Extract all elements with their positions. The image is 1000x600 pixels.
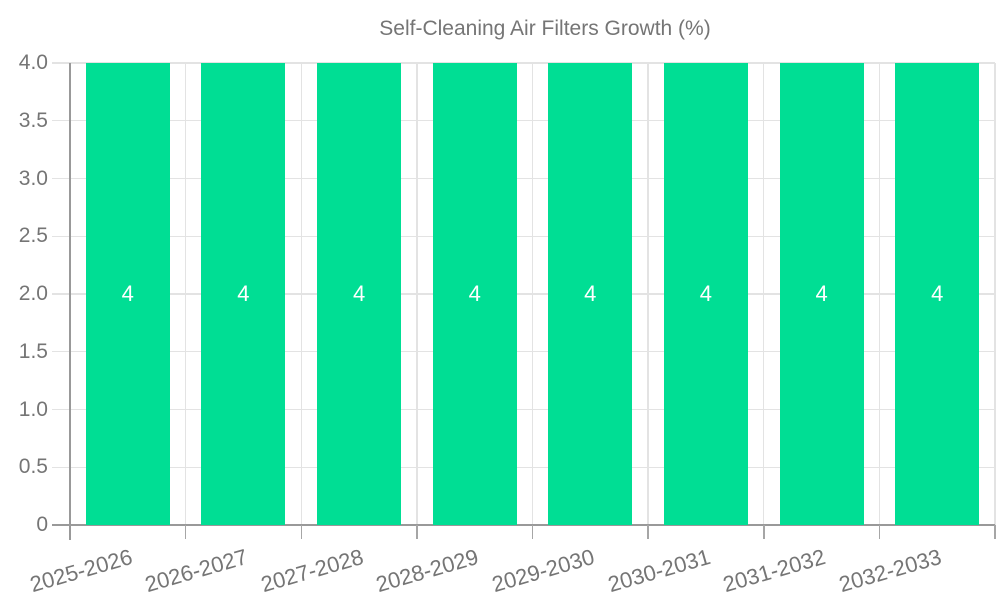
x-axis-tick bbox=[994, 525, 996, 539]
v-gridline bbox=[300, 63, 302, 525]
bar[interactable]: 4 bbox=[548, 63, 633, 525]
y-tick-label: 3.0 bbox=[18, 166, 48, 190]
x-tick-label: 2027-2028 bbox=[257, 544, 367, 598]
h-gridline bbox=[52, 408, 995, 411]
legend-item[interactable]: Self-Cleaning Air Filters Growth (%) bbox=[289, 17, 710, 41]
h-gridline bbox=[52, 351, 995, 353]
x-axis-tick bbox=[647, 525, 649, 539]
x-tick-label: 2029-2030 bbox=[489, 544, 598, 598]
x-tick-label: 2030-2031 bbox=[604, 544, 713, 598]
x-tick-label: 2026-2027 bbox=[142, 544, 251, 598]
y-tick-label: 4.0 bbox=[18, 51, 48, 74]
v-gridline bbox=[531, 63, 534, 525]
h-gridline bbox=[52, 466, 995, 468]
x-axis-tick bbox=[531, 525, 534, 539]
v-gridline bbox=[416, 63, 418, 525]
h-gridline bbox=[52, 293, 995, 295]
bar[interactable]: 4 bbox=[85, 63, 170, 525]
h-gridline bbox=[52, 120, 995, 122]
bar[interactable]: 4 bbox=[201, 63, 286, 525]
x-axis-tick bbox=[763, 525, 765, 539]
y-tick-label: 3.5 bbox=[18, 108, 48, 132]
bar[interactable]: 4 bbox=[432, 63, 517, 525]
y-tick-label: 1.0 bbox=[18, 397, 48, 421]
x-tick-label: 2031-2032 bbox=[720, 544, 829, 598]
legend: Self-Cleaning Air Filters Growth (%) bbox=[0, 17, 1000, 41]
x-axis-tick bbox=[416, 525, 418, 539]
bar[interactable]: 4 bbox=[895, 63, 980, 525]
v-gridline bbox=[184, 63, 187, 525]
bar[interactable]: 4 bbox=[663, 63, 748, 525]
h-gridline bbox=[52, 62, 995, 64]
y-tick-label: 0 bbox=[36, 513, 48, 536]
bar-value-label: 4 bbox=[121, 281, 134, 306]
x-axis-tick bbox=[184, 525, 187, 539]
bar[interactable]: 4 bbox=[779, 63, 864, 525]
h-gridline bbox=[52, 177, 995, 180]
y-tick-label: 2.5 bbox=[18, 224, 48, 248]
bar-value-label: 4 bbox=[352, 281, 366, 306]
v-gridline bbox=[994, 63, 996, 525]
bar[interactable]: 4 bbox=[317, 63, 402, 525]
x-tick-label: 2032-2033 bbox=[836, 544, 945, 598]
x-tick-label: 2025-2026 bbox=[26, 544, 135, 598]
x-axis-tick bbox=[878, 525, 881, 539]
bar-value-label: 4 bbox=[815, 281, 828, 306]
legend-label: Self-Cleaning Air Filters Growth (%) bbox=[379, 17, 711, 40]
y-axis bbox=[69, 63, 71, 540]
bar-value-label: 4 bbox=[237, 281, 250, 306]
bar-value-label: 4 bbox=[468, 281, 481, 306]
v-gridline bbox=[878, 63, 881, 525]
y-tick-label: 1.5 bbox=[18, 339, 48, 363]
y-tick-label: 2.0 bbox=[18, 282, 48, 305]
bar-value-label: 4 bbox=[699, 281, 713, 306]
x-tick-label: 2028-2029 bbox=[373, 544, 482, 598]
x-axis-tick bbox=[300, 525, 302, 539]
bar-value-label: 4 bbox=[931, 281, 944, 306]
bar-value-label: 4 bbox=[584, 281, 597, 306]
y-tick-label: 0.5 bbox=[18, 455, 48, 479]
h-gridline bbox=[52, 235, 995, 237]
x-axis bbox=[52, 524, 995, 526]
legend-swatch bbox=[289, 18, 370, 41]
v-gridline bbox=[647, 63, 649, 525]
v-gridline bbox=[763, 63, 765, 525]
